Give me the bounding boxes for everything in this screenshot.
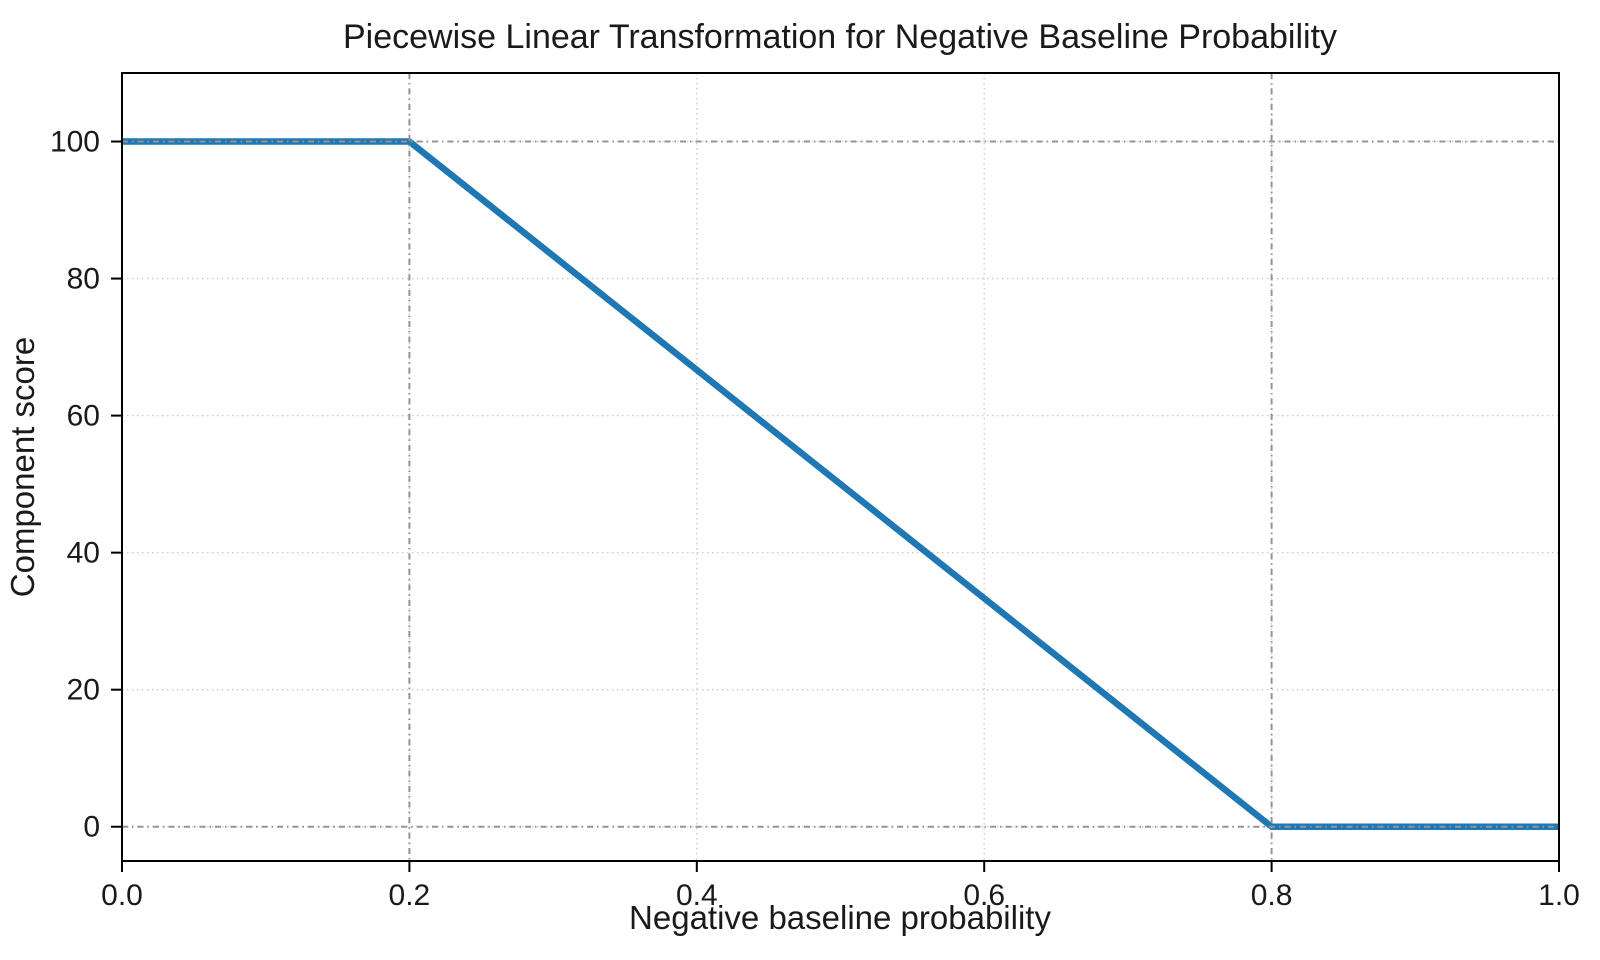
y-tick-label: 20 — [67, 674, 100, 707]
y-tick-label: 80 — [67, 263, 100, 296]
grid-layer — [121, 73, 1560, 861]
tick-label-layer: 0.0 0.2 0.4 0.6 0.8 1.0 0 20 40 60 80 100 — [50, 126, 1580, 912]
y-axis-label: Component score — [4, 337, 41, 597]
series-layer — [122, 138, 1559, 830]
refline-layer — [122, 73, 1559, 861]
y-tick-label: 60 — [67, 400, 100, 433]
x-tick-label: 0.0 — [101, 879, 143, 912]
x-axis-label: Negative baseline probability — [629, 899, 1051, 936]
x-tick-label: 1.0 — [1538, 879, 1580, 912]
x-tick-label: 0.8 — [1251, 879, 1293, 912]
y-tick-label: 100 — [50, 126, 100, 159]
x-tick-label: 0.2 — [389, 879, 431, 912]
plot-border — [121, 72, 1560, 862]
chart-title: Piecewise Linear Transformation for Nega… — [343, 18, 1337, 56]
y-tick-label: 0 — [83, 811, 100, 844]
series-line — [122, 138, 1559, 830]
axis-layer — [111, 72, 1560, 872]
x-tick-label: 0.4 — [676, 879, 718, 912]
y-tick-label: 40 — [67, 537, 100, 570]
x-tick-label: 0.6 — [963, 879, 1005, 912]
